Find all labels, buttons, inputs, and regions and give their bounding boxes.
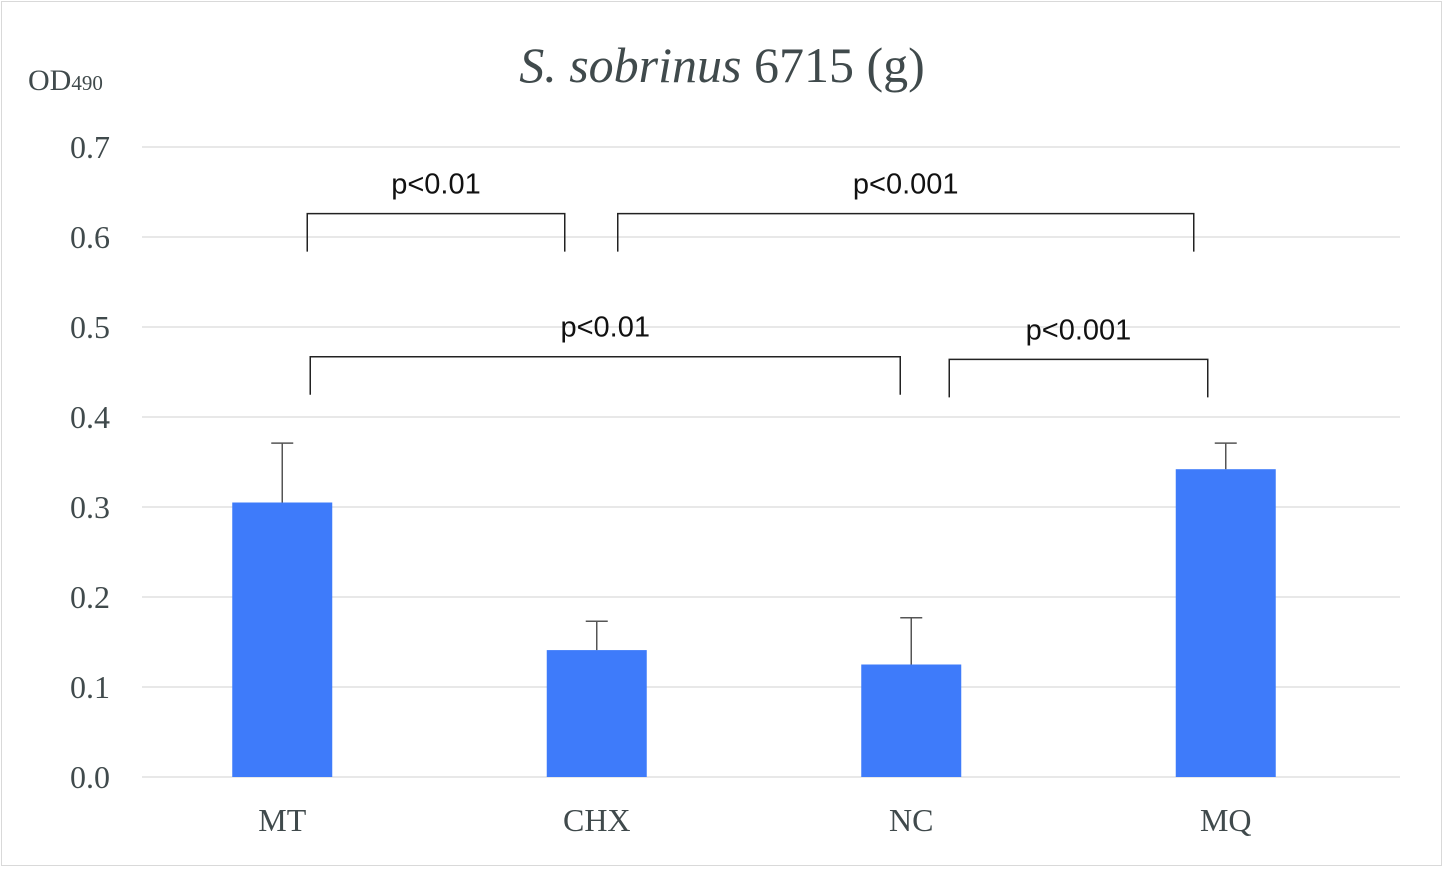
- x-tick-label: MT: [258, 802, 306, 838]
- bracket-line: [948, 358, 1209, 398]
- error-bars: [271, 442, 1237, 665]
- significance-bracket: p<0.01: [306, 169, 566, 252]
- y-tick-labels: 0.0 0.1 0.2 0.3 0.4 0.5 0.6 0.7: [70, 129, 110, 795]
- y-tick-label: 0.3: [70, 489, 110, 525]
- p-value-label: p<0.01: [391, 169, 481, 201]
- x-tick-label: MQ: [1200, 802, 1252, 838]
- y-tick-label: 0.1: [70, 669, 110, 705]
- bar-mq: [1175, 469, 1276, 777]
- p-value-label: p<0.001: [853, 169, 959, 201]
- y-tick-label: 0.2: [70, 579, 110, 615]
- y-tick-label: 0.7: [70, 129, 110, 165]
- significance-annotations: p<0.01 p<0.001 p<0.01 p<0.001: [306, 169, 1209, 398]
- bars: [232, 469, 1276, 777]
- significance-bracket: p<0.01: [309, 312, 901, 395]
- y-axis-label-subscript: 490: [71, 71, 103, 95]
- x-tick-labels: MT CHX NC MQ: [258, 802, 1251, 838]
- y-axis-label: OD490: [28, 64, 103, 97]
- bracket-line: [617, 212, 1195, 252]
- chart-title-plain: 6715 (g): [741, 37, 924, 93]
- chart-title: S. sobrinus 6715 (g): [519, 37, 925, 93]
- y-tick-label: 0.4: [70, 399, 110, 435]
- y-tick-label: 0.0: [70, 759, 110, 795]
- y-tick-label: 0.5: [70, 309, 110, 345]
- bar-chx: [546, 650, 647, 777]
- y-tick-label: 0.6: [70, 219, 110, 255]
- significance-bracket: p<0.001: [948, 314, 1209, 398]
- p-value-label: p<0.001: [1026, 314, 1132, 346]
- x-tick-label: NC: [889, 802, 933, 838]
- p-value-label: p<0.01: [560, 312, 650, 344]
- bracket-line: [309, 355, 901, 395]
- bracket-line: [306, 212, 566, 252]
- y-axis-label-main: OD: [28, 64, 71, 97]
- significance-bracket: p<0.001: [617, 169, 1195, 252]
- bar-mt: [232, 502, 333, 777]
- x-tick-label: CHX: [563, 802, 631, 838]
- chart-title-italic: S. sobrinus: [519, 37, 741, 93]
- bar-nc: [861, 664, 962, 777]
